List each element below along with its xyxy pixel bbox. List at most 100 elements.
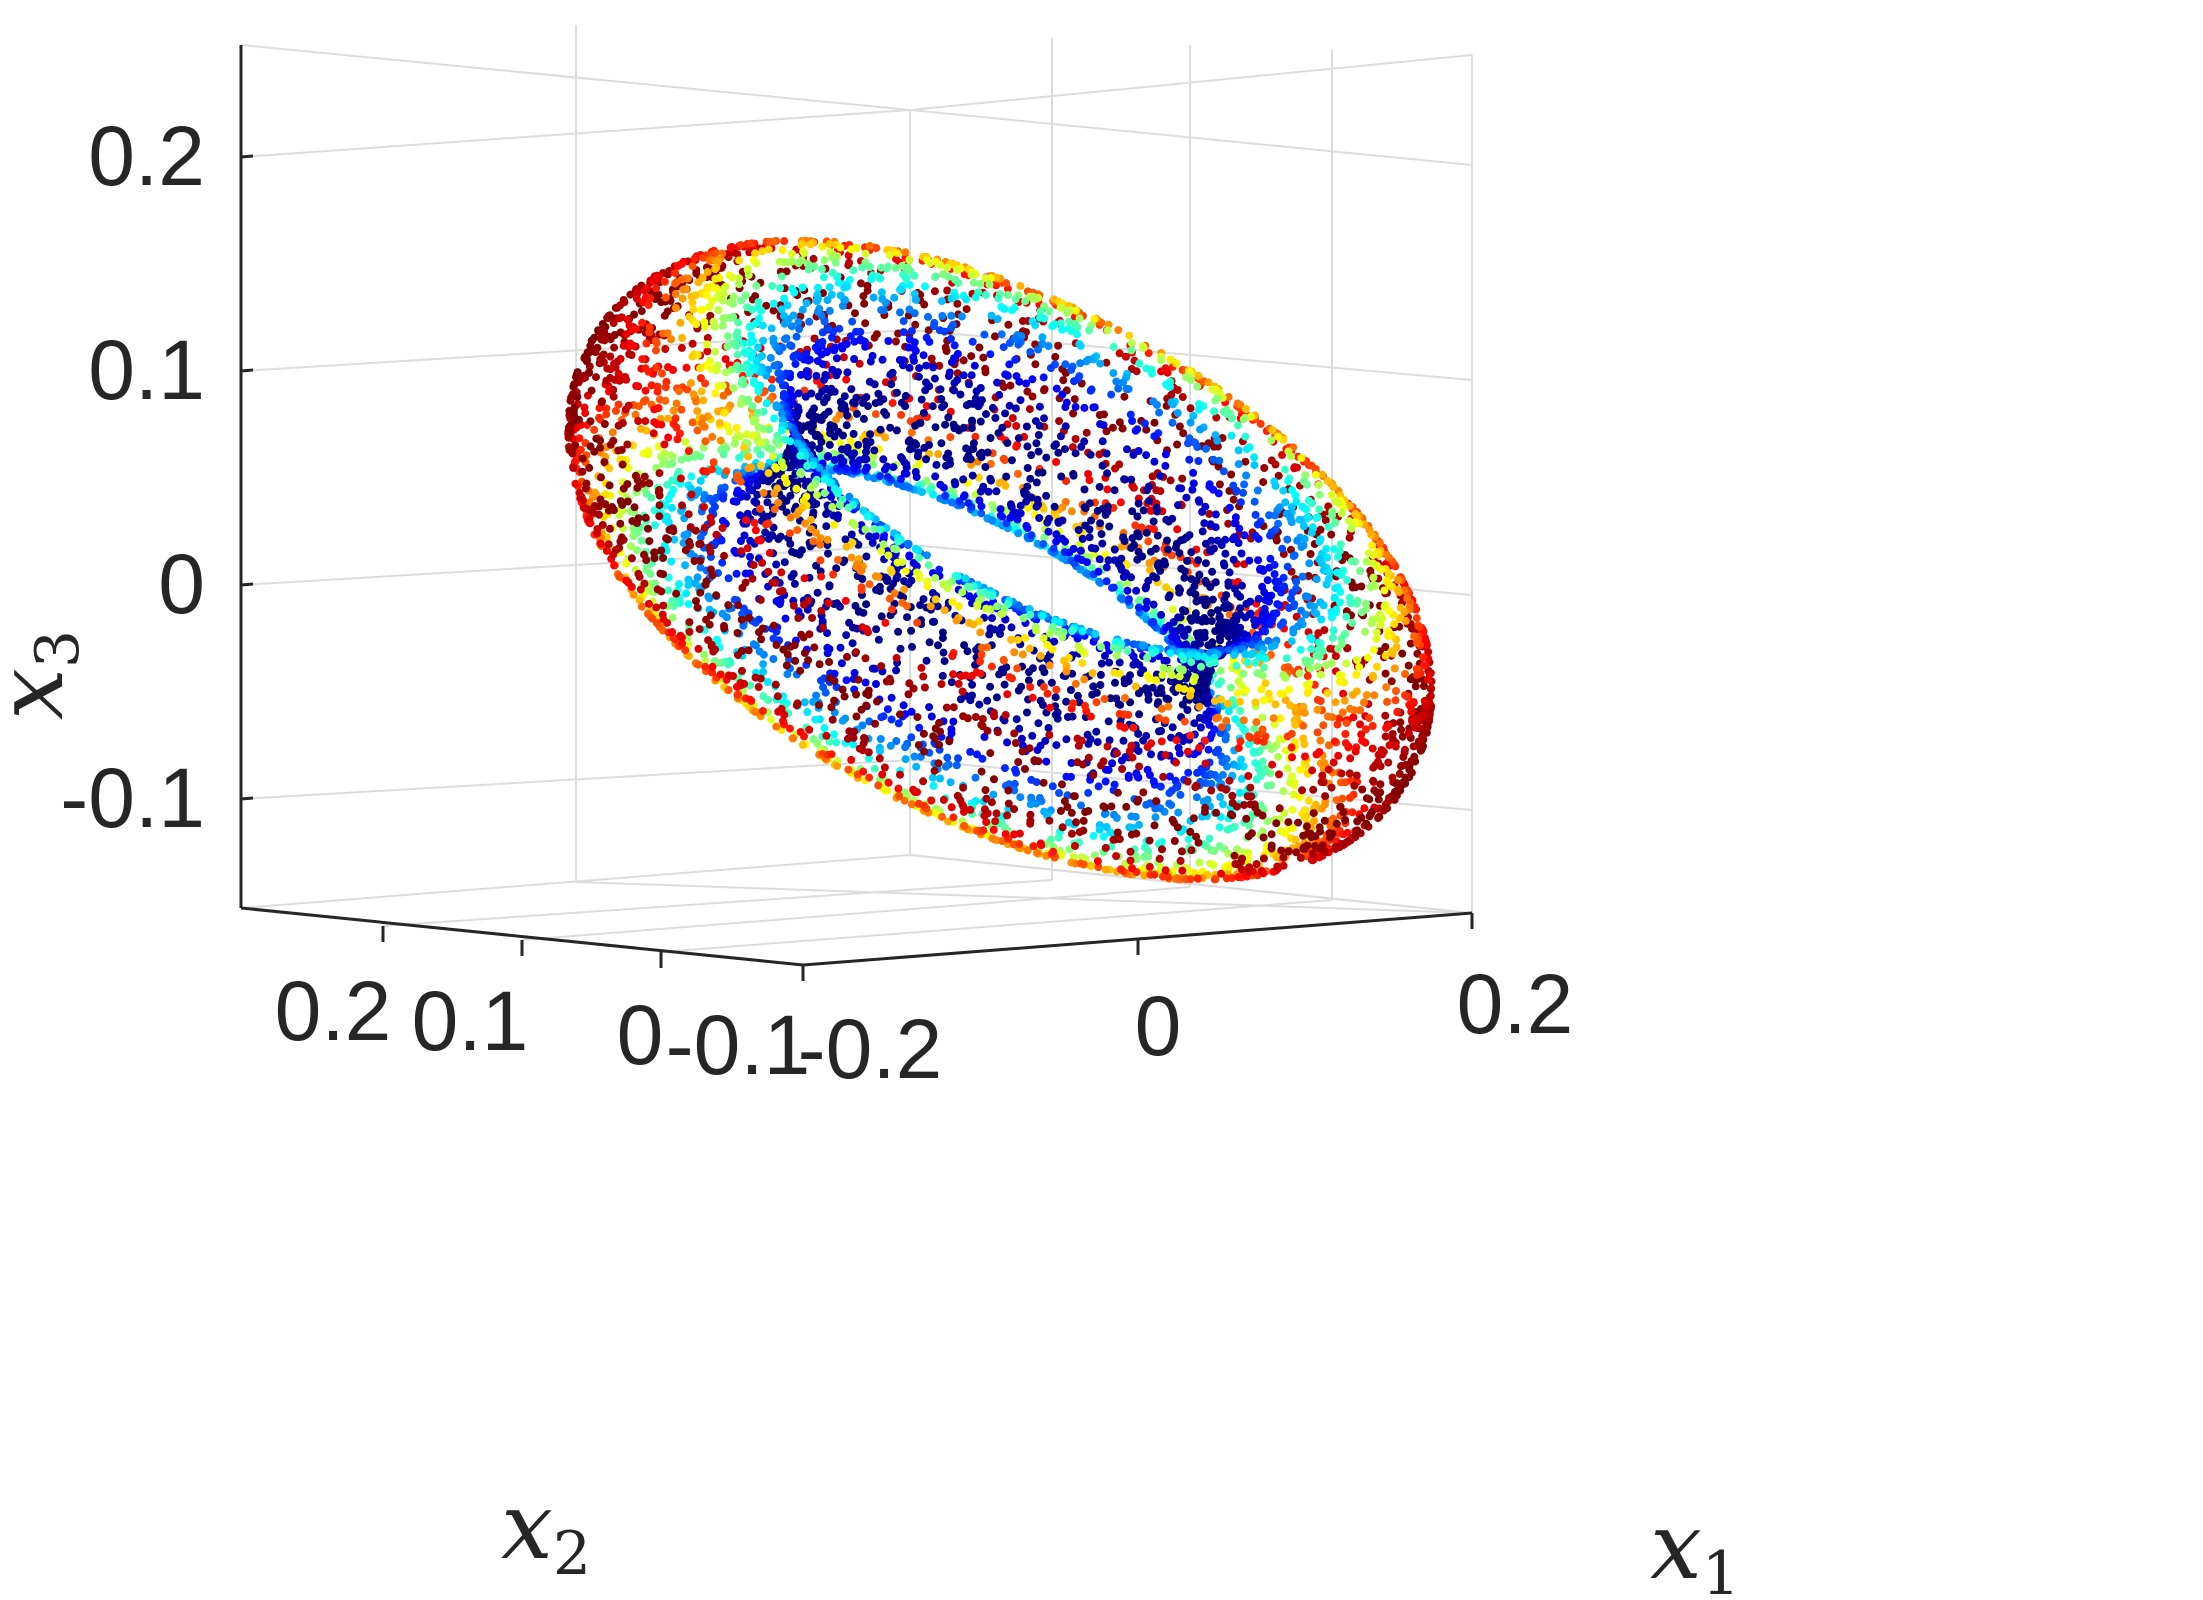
data-point (682, 363, 691, 372)
data-point (1028, 375, 1037, 384)
data-point (905, 436, 914, 445)
data-point (1346, 704, 1355, 713)
data-point (842, 631, 851, 640)
data-point (726, 298, 735, 307)
scatter-points (564, 236, 1436, 884)
data-point (1306, 550, 1315, 558)
data-point (1119, 736, 1128, 745)
data-point (1039, 373, 1048, 382)
data-point (631, 410, 640, 419)
data-point (1099, 832, 1108, 841)
data-point (1312, 651, 1321, 660)
data-point (837, 659, 846, 668)
data-point (1069, 469, 1078, 478)
data-point (1195, 497, 1204, 506)
data-point (1337, 509, 1346, 518)
data-point (1050, 502, 1059, 511)
data-point (1172, 634, 1181, 643)
data-point (1016, 509, 1025, 518)
data-point (637, 307, 646, 316)
data-point (1062, 697, 1071, 706)
data-point (788, 249, 796, 258)
data-point (836, 291, 845, 300)
data-point (1003, 738, 1012, 747)
data-point (1215, 480, 1224, 489)
data-point (566, 428, 575, 437)
data-point (818, 242, 827, 251)
data-point (1188, 485, 1197, 494)
data-point (1023, 504, 1032, 513)
data-point (744, 271, 753, 279)
data-point (1360, 698, 1368, 707)
data-point (1128, 534, 1137, 543)
data-point (652, 284, 661, 293)
data-point (1309, 809, 1318, 818)
data-point (1122, 385, 1131, 393)
data-point (1311, 842, 1319, 850)
data-point (1361, 627, 1369, 636)
data-point (1272, 819, 1281, 828)
data-point (1304, 796, 1313, 805)
data-point (1221, 735, 1230, 744)
data-point (1080, 403, 1089, 412)
data-point (1332, 819, 1341, 828)
data-point (1036, 307, 1045, 316)
data-point (1348, 690, 1357, 699)
data-point (1038, 468, 1047, 477)
data-point (964, 451, 973, 460)
data-point (928, 402, 937, 411)
data-point (1208, 595, 1217, 604)
data-point (976, 279, 985, 288)
data-point (1173, 409, 1182, 417)
data-point (1211, 578, 1220, 587)
data-point (1011, 404, 1020, 413)
data-point (1348, 808, 1357, 817)
data-point (1094, 567, 1103, 576)
data-point (941, 762, 950, 771)
data-point (993, 315, 1002, 323)
data-point (1395, 769, 1404, 778)
data-point (1196, 425, 1205, 434)
data-point (1327, 613, 1336, 622)
data-point (718, 296, 727, 305)
data-point (812, 297, 821, 306)
data-point (1287, 452, 1296, 461)
data-point (1316, 697, 1325, 705)
data-point (1234, 460, 1243, 469)
data-point (852, 393, 861, 402)
data-point (919, 351, 928, 360)
data-point (1023, 464, 1032, 472)
data-point (979, 482, 988, 491)
data-point (610, 343, 619, 352)
data-point (878, 295, 887, 303)
data-point (1307, 528, 1316, 537)
data-point (1237, 774, 1246, 783)
data-point (725, 427, 734, 436)
data-point (735, 256, 744, 265)
data-point (1304, 572, 1313, 580)
data-point (1301, 610, 1310, 619)
data-point (580, 403, 589, 412)
data-point (1236, 592, 1245, 601)
data-point (1212, 413, 1221, 422)
data-point (1362, 557, 1371, 566)
data-point (1126, 671, 1134, 680)
data-point (1012, 442, 1021, 451)
data-point (1318, 771, 1327, 780)
data-point (975, 496, 984, 505)
data-point (1242, 471, 1251, 480)
data-point (886, 741, 895, 750)
data-point (866, 430, 875, 439)
data-point (1017, 682, 1026, 691)
data-point (1045, 514, 1053, 523)
data-point (1252, 860, 1261, 869)
data-point (1367, 619, 1376, 628)
data-point (1341, 730, 1350, 738)
data-point (1224, 581, 1233, 590)
data-point (1239, 488, 1248, 497)
data-point (1127, 339, 1136, 348)
data-point (946, 778, 955, 787)
data-point (1080, 437, 1089, 446)
data-point (754, 343, 762, 352)
data-point (1006, 500, 1015, 509)
